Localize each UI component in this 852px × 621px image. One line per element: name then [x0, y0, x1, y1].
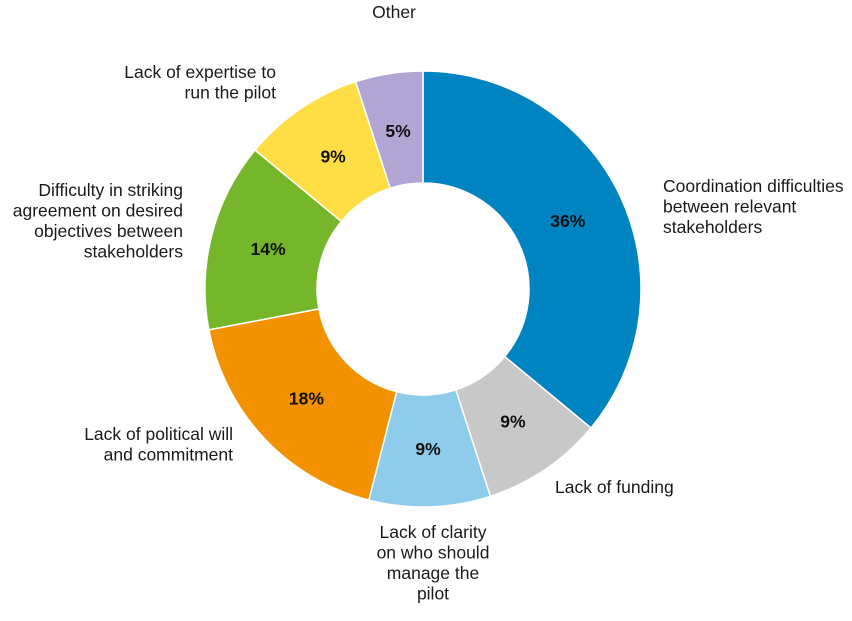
category-label-line: Lack of expertise to	[124, 62, 276, 82]
category-label-line: Lack of political will	[84, 424, 233, 444]
category-label-other: Other	[372, 2, 416, 22]
category-label-lack-of-funding: Lack of funding	[555, 477, 674, 497]
value-label-lack-of-expertise-to-run-the-pilot: 9%	[320, 147, 346, 167]
category-label-lack-of-clarity-on-who-should-manage-the-pilot: Lack of clarity on who should manage the pi…	[377, 522, 490, 604]
category-label-line: Coordination difficulties	[663, 176, 844, 196]
slice-difficulty-in-striking-agreement-on-desired-objectives-between-stakeholders	[204, 148, 343, 331]
slices-layer	[204, 70, 642, 508]
category-label-line: agreement on desired	[13, 201, 183, 221]
category-label-difficulty-in-striking-agreement-on-desired-objectives-between-stakeholders: Difficulty in striking agreement on desir…	[13, 180, 183, 262]
category-label-line: stakeholders	[84, 242, 183, 262]
slice-other	[354, 70, 424, 190]
category-labels-layer: Coordination difficulties between relevan…	[13, 2, 844, 604]
category-label-line: run the pilot	[185, 83, 277, 103]
value-label-coordination-difficulties-between-relevant-stakeholders: 36%	[550, 211, 585, 231]
value-label-other: 5%	[385, 121, 411, 141]
value-labels-layer: 36% 9% 9% 18% 14% 9% 5%	[250, 121, 585, 459]
category-label-lack-of-political-will-and-commitment: Lack of political will and commitment	[84, 424, 233, 465]
category-label-coordination-difficulties-between-relevant-stakeholders: Coordination difficulties between relevan…	[663, 176, 844, 237]
value-label-lack-of-funding: 9%	[500, 411, 526, 431]
category-label-line: Lack of funding	[555, 477, 674, 497]
category-label-line: on who should	[377, 543, 490, 563]
category-label-line: Other	[372, 2, 416, 22]
category-label-line: pilot	[417, 584, 449, 604]
value-label-lack-of-political-will-and-commitment: 18%	[289, 389, 324, 409]
category-label-line: and commitment	[104, 445, 233, 465]
category-label-lack-of-expertise-to-run-the-pilot: Lack of expertise to run the pilot	[124, 62, 276, 103]
category-label-line: Difficulty in striking	[38, 180, 183, 200]
value-label-lack-of-clarity-on-who-should-manage-the-pilot: 9%	[415, 439, 441, 459]
slice-lack-of-political-will-and-commitment	[207, 307, 398, 502]
category-label-line: Lack of clarity	[380, 522, 487, 542]
value-label-difficulty-in-striking-agreement-on-desired-objectives-between-stakeholders: 14%	[250, 239, 285, 259]
category-label-line: objectives between	[34, 221, 183, 241]
category-label-line: manage the	[387, 563, 479, 583]
slice-coordination-difficulties-between-relevant-stakeholders	[422, 70, 642, 430]
category-label-line: between relevant	[663, 197, 796, 217]
category-label-line: stakeholders	[663, 217, 762, 237]
